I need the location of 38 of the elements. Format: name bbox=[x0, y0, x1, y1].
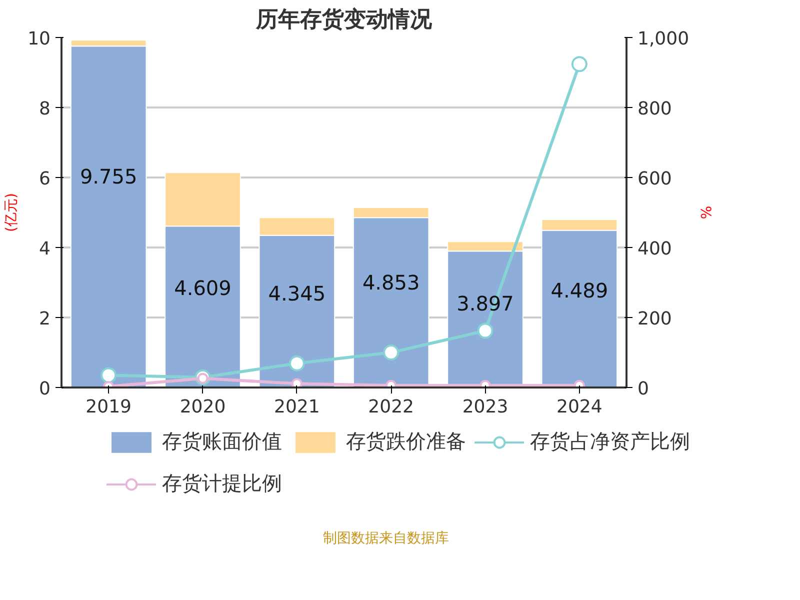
y2-tick-label: 400 bbox=[638, 238, 672, 260]
x-tick-label: 2019 bbox=[86, 396, 132, 418]
y2-tick-label: 200 bbox=[638, 308, 672, 330]
y-tick-label: 2 bbox=[39, 308, 50, 330]
point bbox=[100, 367, 117, 384]
point bbox=[477, 322, 494, 339]
point bbox=[291, 378, 302, 388]
chart-title: 历年存货变动情况 bbox=[255, 6, 433, 32]
x-tick-label: 2021 bbox=[274, 396, 320, 418]
y2-tick-label: 800 bbox=[638, 98, 672, 120]
text: 制图数据来自数据库 bbox=[323, 530, 449, 546]
legend-label: 存货计提比例 bbox=[162, 470, 282, 497]
point bbox=[288, 355, 305, 372]
y-tick-label: 10 bbox=[28, 28, 50, 50]
y-axis-title: (亿元) bbox=[4, 193, 20, 232]
legend-label: 存货跌价准备 bbox=[346, 428, 466, 455]
y2-tick-label: 600 bbox=[638, 168, 672, 190]
y-tick-label: 0 bbox=[39, 378, 50, 400]
x-tick-label: 2023 bbox=[462, 396, 508, 418]
point bbox=[383, 344, 400, 360]
y-tick-label: 4 bbox=[39, 238, 50, 260]
x-tick-label: 2024 bbox=[556, 396, 602, 418]
data-label: 9.755 bbox=[80, 164, 138, 188]
data-label: 4.609 bbox=[174, 276, 232, 300]
y2-axis-title: % bbox=[697, 206, 714, 220]
y-tick-label: 8 bbox=[39, 98, 50, 120]
data-label: 4.489 bbox=[550, 278, 608, 303]
y2-tick-label: 0 bbox=[638, 378, 649, 400]
legend-label: 存货占净资产比例 bbox=[530, 428, 690, 455]
y-tick-label: 6 bbox=[39, 168, 50, 190]
legend-label: 存货账面价值 bbox=[162, 428, 282, 455]
data-label: 4.345 bbox=[268, 282, 326, 306]
data-label: 3.897 bbox=[456, 291, 514, 316]
point bbox=[571, 56, 588, 72]
data-label: 4.853 bbox=[362, 270, 420, 295]
y2-tick-label: 1,000 bbox=[638, 28, 690, 50]
x-tick-label: 2022 bbox=[368, 396, 414, 418]
x-tick-label: 2020 bbox=[180, 396, 226, 418]
